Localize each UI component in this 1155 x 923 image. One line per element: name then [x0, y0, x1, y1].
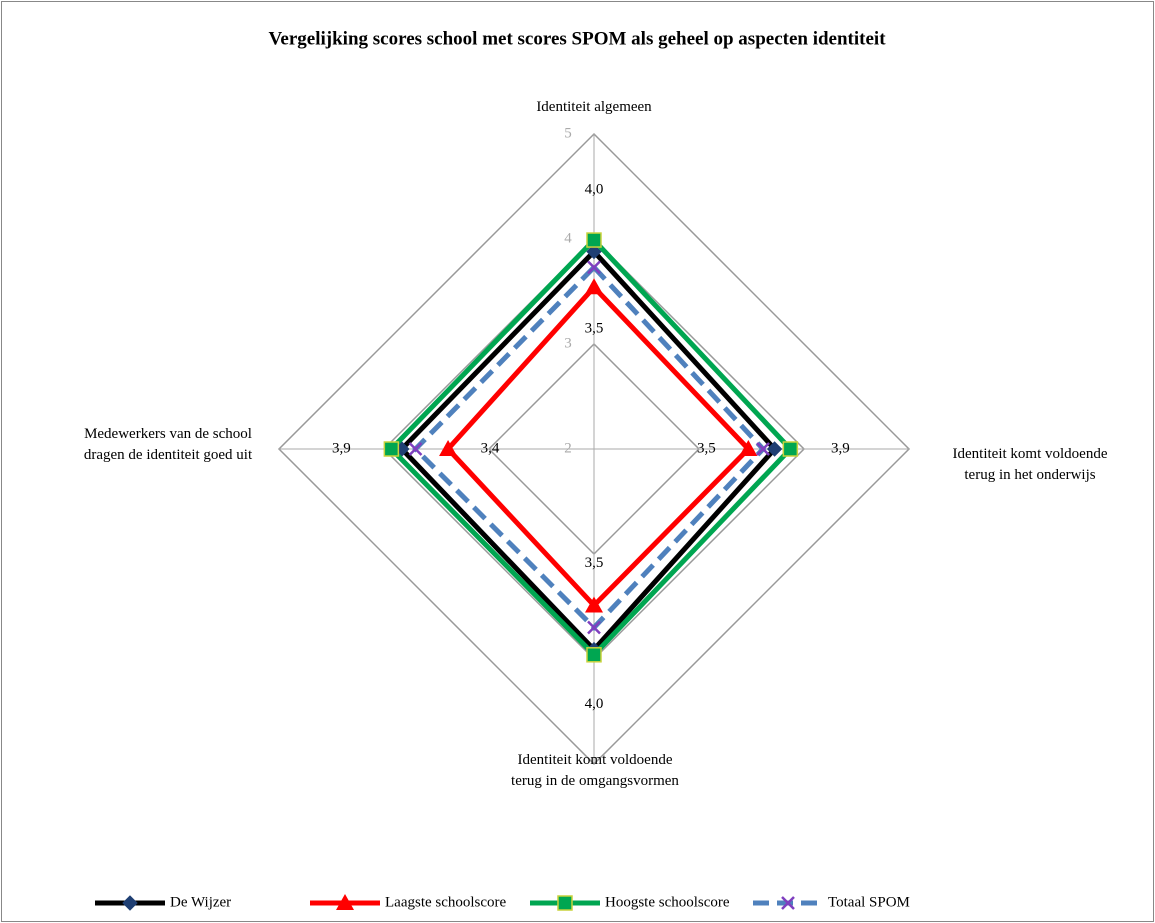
data-label: 3,5	[585, 321, 604, 337]
data-point	[586, 647, 602, 663]
r-tick-label: 5	[564, 125, 572, 141]
category-label: Identiteit algemeen	[536, 99, 652, 115]
data-point	[585, 596, 603, 613]
legend-marker	[122, 895, 138, 911]
data-point	[439, 440, 458, 456]
data-point	[756, 442, 770, 456]
data-point	[408, 442, 423, 456]
legend-label: Laagste schoolscore	[385, 894, 507, 910]
data-label: 3,4	[481, 440, 500, 456]
data-label: 3,9	[332, 440, 351, 456]
chart-title: Vergelijking scores school met scores SP…	[268, 28, 886, 49]
legend-label: Totaal SPOM	[828, 894, 910, 910]
data-label: 3,9	[831, 440, 850, 456]
data-point	[383, 441, 400, 457]
legend-marker	[557, 895, 573, 911]
data-label: 3,5	[585, 555, 604, 571]
r-tick-label: 4	[564, 230, 572, 246]
data-point	[586, 243, 602, 260]
data-label: 4,0	[585, 696, 604, 712]
data-point	[739, 440, 758, 456]
data-point	[586, 232, 602, 248]
data-point	[587, 620, 601, 635]
category-label: Medewerkers van de school dragen de iden…	[83, 426, 253, 463]
data-point	[587, 260, 601, 275]
legend-label: De Wijzer	[170, 894, 231, 910]
category-label: Identiteit komt voldoende terug in de om…	[511, 752, 679, 789]
data-label: 3,5	[697, 440, 716, 456]
category-label: Identiteit komt voldoende terug in het o…	[952, 446, 1108, 483]
r-tick-label: 3	[564, 335, 572, 351]
legend-label: Hoogste schoolscore	[605, 894, 730, 910]
legend-marker	[781, 896, 795, 910]
data-point	[585, 278, 603, 295]
data-point	[782, 441, 799, 457]
r-tick-label: 2	[564, 440, 572, 456]
legend-marker	[336, 894, 354, 910]
data-label: 4,0	[585, 181, 604, 197]
data-point	[766, 441, 783, 457]
